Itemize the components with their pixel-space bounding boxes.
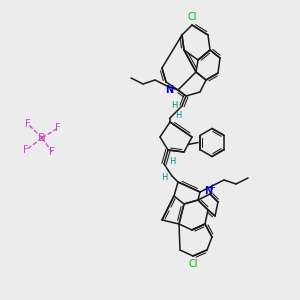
Text: +: + bbox=[208, 182, 215, 191]
Text: N: N bbox=[204, 186, 212, 196]
Text: F: F bbox=[23, 145, 29, 155]
Text: F: F bbox=[55, 123, 61, 133]
Text: Cl: Cl bbox=[187, 12, 197, 22]
Text: N: N bbox=[165, 85, 173, 95]
Text: F: F bbox=[49, 147, 55, 157]
Text: F: F bbox=[25, 119, 31, 129]
Text: H: H bbox=[175, 112, 181, 121]
Text: B: B bbox=[38, 133, 46, 143]
Text: Cl: Cl bbox=[188, 259, 198, 269]
Text: H: H bbox=[161, 173, 167, 182]
Text: H: H bbox=[171, 101, 177, 110]
Text: H: H bbox=[169, 158, 175, 166]
